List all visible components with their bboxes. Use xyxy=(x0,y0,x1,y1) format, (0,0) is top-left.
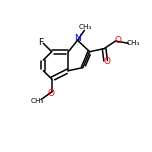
Text: CH₃: CH₃ xyxy=(78,24,92,30)
Text: O: O xyxy=(47,89,54,98)
Text: N: N xyxy=(75,34,81,43)
Text: CH₃: CH₃ xyxy=(126,40,140,46)
Text: O: O xyxy=(114,36,121,45)
Text: O: O xyxy=(104,57,111,66)
Text: F: F xyxy=(38,38,43,47)
Text: CH₃: CH₃ xyxy=(31,98,44,104)
